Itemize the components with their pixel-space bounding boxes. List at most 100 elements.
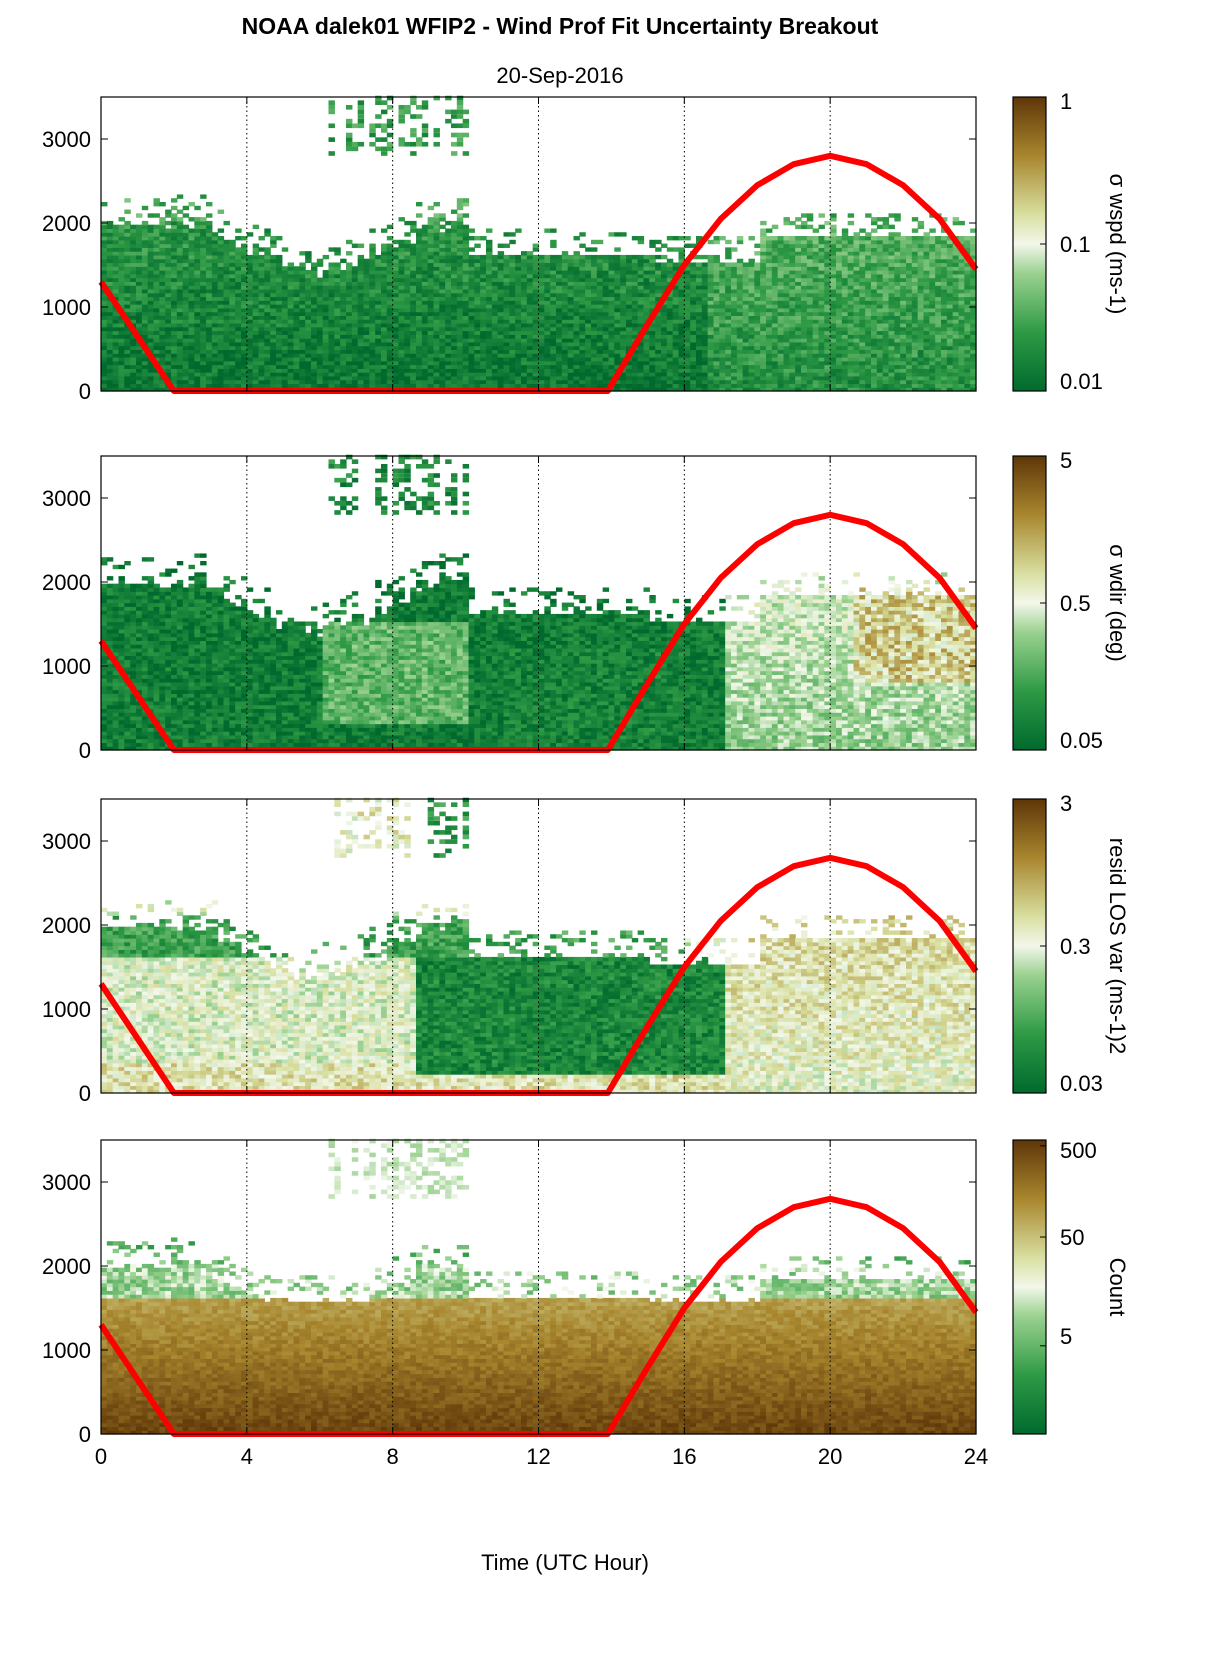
heatmap-cell bbox=[813, 247, 819, 251]
heatmap-cell bbox=[574, 315, 580, 319]
heatmap-cell bbox=[714, 315, 720, 319]
heatmap-cell bbox=[498, 285, 504, 289]
heatmap-cell bbox=[784, 297, 790, 301]
heatmap-cell bbox=[218, 353, 224, 357]
heatmap-cell bbox=[620, 315, 626, 319]
heatmap-cell bbox=[813, 361, 819, 365]
heatmap-cell bbox=[200, 304, 206, 308]
heatmap-cell bbox=[667, 319, 673, 323]
heatmap-cell bbox=[655, 346, 661, 350]
heatmap-cell bbox=[655, 262, 661, 266]
heatmap-cell bbox=[148, 331, 154, 335]
heatmap-cell bbox=[247, 300, 253, 304]
heatmap-cell bbox=[509, 346, 515, 350]
heatmap-cell bbox=[270, 285, 276, 289]
heatmap-cell bbox=[142, 255, 148, 259]
heatmap-cell bbox=[218, 274, 224, 278]
heatmap-cell bbox=[288, 327, 294, 331]
heatmap-cell bbox=[124, 357, 130, 361]
heatmap-cell bbox=[259, 342, 265, 346]
heatmap-cell bbox=[579, 262, 585, 266]
heatmap-cell bbox=[585, 376, 591, 380]
heatmap-cell bbox=[451, 266, 457, 270]
heatmap-cell bbox=[766, 300, 772, 304]
heatmap-cell bbox=[119, 251, 125, 255]
heatmap-cell bbox=[451, 289, 457, 293]
heatmap-cell bbox=[212, 236, 218, 240]
heatmap-cell bbox=[498, 262, 504, 266]
heatmap-cell bbox=[282, 346, 288, 350]
heatmap-cell bbox=[171, 247, 177, 251]
heatmap-cell bbox=[352, 266, 358, 270]
heatmap-cell bbox=[148, 323, 154, 327]
heatmap-cell bbox=[445, 297, 451, 301]
heatmap-cell bbox=[620, 319, 626, 323]
heatmap-cell bbox=[568, 368, 574, 372]
heatmap-cell bbox=[609, 331, 615, 335]
heatmap-cell bbox=[445, 357, 451, 361]
heatmap-cell bbox=[346, 312, 352, 316]
heatmap-cell bbox=[142, 240, 148, 244]
heatmap-cell bbox=[101, 304, 107, 308]
heatmap-cell bbox=[562, 274, 568, 278]
heatmap-cell bbox=[311, 308, 317, 312]
heatmap-cell bbox=[474, 376, 480, 380]
heatmap-cell bbox=[369, 289, 375, 293]
heatmap-cell bbox=[597, 349, 603, 353]
heatmap-cell bbox=[130, 270, 136, 274]
heatmap-cell bbox=[813, 255, 819, 259]
heatmap-cell bbox=[445, 259, 451, 263]
heatmap-cell bbox=[737, 289, 743, 293]
heatmap-cell bbox=[568, 255, 574, 259]
heatmap-cell bbox=[749, 334, 755, 338]
heatmap-cell bbox=[154, 247, 160, 251]
heatmap-cell bbox=[515, 297, 521, 301]
heatmap-cell bbox=[189, 349, 195, 353]
heatmap-cell bbox=[212, 259, 218, 263]
heatmap-cell bbox=[212, 274, 218, 278]
heatmap-cell bbox=[620, 342, 626, 346]
heatmap-cell bbox=[130, 308, 136, 312]
heatmap-cell bbox=[439, 240, 445, 244]
heatmap-cell bbox=[655, 368, 661, 372]
heatmap-cell bbox=[247, 274, 253, 278]
heatmap-cell bbox=[311, 312, 317, 316]
heatmap-cell bbox=[801, 372, 807, 376]
heatmap-cell bbox=[200, 323, 206, 327]
heatmap-cell bbox=[504, 262, 510, 266]
heatmap-cell bbox=[445, 368, 451, 372]
heatmap-cell bbox=[154, 319, 160, 323]
heatmap-cell bbox=[218, 315, 224, 319]
heatmap-cell bbox=[743, 372, 749, 376]
heatmap-cell bbox=[171, 259, 177, 263]
heatmap-cell bbox=[148, 368, 154, 372]
heatmap-cell bbox=[346, 105, 352, 110]
heatmap-cell bbox=[142, 312, 148, 316]
heatmap-cell bbox=[550, 327, 556, 331]
heatmap-cell bbox=[766, 312, 772, 316]
heatmap-cell bbox=[749, 278, 755, 282]
heatmap-cell bbox=[142, 300, 148, 304]
heatmap-cell bbox=[562, 266, 568, 270]
heatmap-cell bbox=[760, 259, 766, 263]
heatmap-cell bbox=[486, 278, 492, 282]
heatmap-cell bbox=[422, 270, 428, 274]
heatmap-cell bbox=[282, 361, 288, 365]
heatmap-cell bbox=[725, 255, 731, 259]
heatmap-cell bbox=[784, 323, 790, 327]
heatmap-cell bbox=[504, 372, 510, 376]
heatmap-cell bbox=[311, 342, 317, 346]
heatmap-cell bbox=[620, 281, 626, 285]
heatmap-cell bbox=[521, 346, 527, 350]
heatmap-cell bbox=[749, 372, 755, 376]
heatmap-cell bbox=[539, 312, 545, 316]
heatmap-cell bbox=[288, 312, 294, 316]
heatmap-cell bbox=[778, 293, 784, 297]
heatmap-cell bbox=[439, 225, 445, 229]
heatmap-cell bbox=[684, 297, 690, 301]
heatmap-cell bbox=[148, 255, 154, 259]
heatmap-cell bbox=[550, 323, 556, 327]
heatmap-cell bbox=[562, 353, 568, 357]
heatmap-cell bbox=[189, 270, 195, 274]
heatmap-cell bbox=[276, 293, 282, 297]
